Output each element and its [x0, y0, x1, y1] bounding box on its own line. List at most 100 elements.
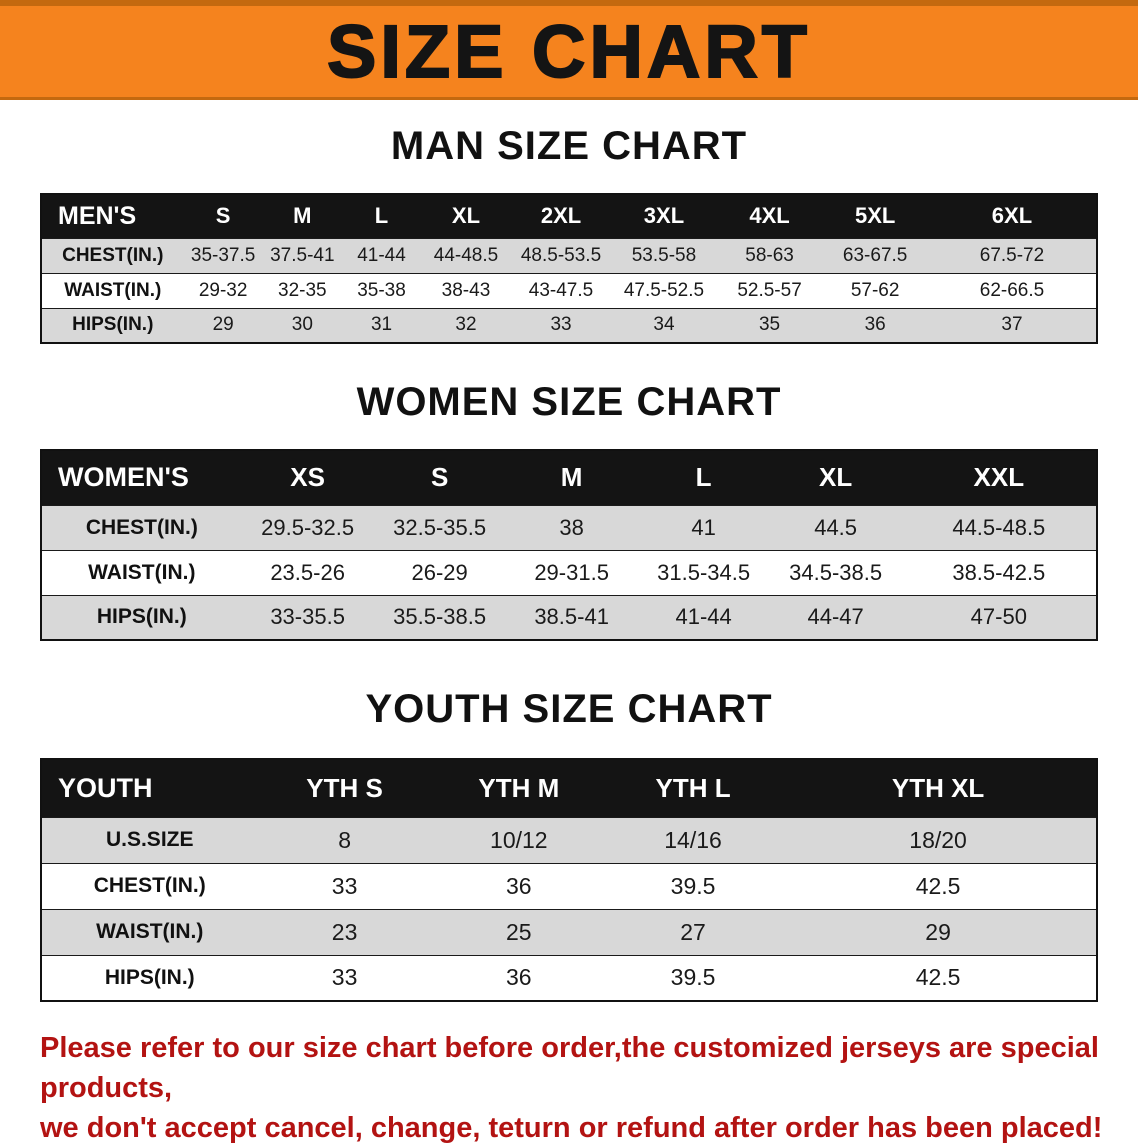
size-cell: 23: [331, 918, 358, 945]
row-label-waist: WAIST(IN.): [64, 279, 162, 301]
size-cell: 42.5: [915, 964, 961, 991]
youth-size-header-s: YTH S: [306, 772, 383, 803]
disclaimer: Please refer to our size chart before or…: [40, 1028, 1138, 1148]
men-size-header-s: S: [215, 203, 231, 229]
size-cell: 37: [1001, 314, 1023, 336]
women-row-waist: WAIST(IN.) 23.5-26 26-29 29-31.5 31.5-34…: [41, 550, 1097, 595]
women-size-header-xl: XL: [819, 462, 853, 493]
youth-row-ussize: U.S.SIZE 8 10/12 14/16 18/20: [41, 817, 1097, 863]
size-cell: 32: [455, 314, 477, 336]
size-cell: 34: [653, 314, 675, 336]
size-cell: 18/20: [909, 826, 967, 853]
size-cell: 29-32: [198, 279, 248, 301]
youth-row-waist: WAIST(IN.) 23 25 27 29: [41, 909, 1097, 955]
size-cell: 39.5: [670, 872, 716, 899]
row-label-ussize: U.S.SIZE: [105, 828, 194, 851]
size-cell: 32-35: [278, 279, 327, 301]
men-row-hips: HIPS(IN.) 29 30 31 32 33 34 35 36 37: [41, 308, 1097, 343]
size-cell: 29.5-32.5: [261, 514, 355, 540]
women-size-header-m: M: [560, 462, 583, 493]
size-cell: 39.5: [670, 964, 716, 991]
women-size-header-xs: XS: [290, 462, 325, 493]
women-size-table: WOMEN'S XS S M L XL XXL CHEST(IN.) 29.5-…: [40, 449, 1098, 641]
size-cell: 35-38: [357, 279, 406, 301]
size-cell: 41-44: [675, 604, 732, 630]
men-row-waist: WAIST(IN.) 29-32 32-35 35-38 38-43 43-47…: [41, 273, 1097, 308]
women-size-header-xxl: XXL: [973, 462, 1025, 493]
size-cell: 41: [691, 514, 716, 540]
size-cell: 33: [331, 964, 358, 991]
size-cell: 29: [212, 314, 234, 336]
women-size-header-l: L: [695, 462, 712, 493]
men-size-table: MEN'S S M L XL 2XL 3XL 4XL 5XL 6XL CHEST…: [40, 193, 1098, 344]
women-section: WOMEN SIZE CHART WOMEN'S XS S M L XL XXL…: [0, 380, 1138, 641]
women-header-row: WOMEN'S XS S M L XL XXL: [41, 450, 1097, 505]
size-cell: 36: [506, 872, 532, 899]
youth-heading: YOUTH SIZE CHART: [365, 687, 773, 731]
size-cell: 23.5-26: [270, 559, 345, 585]
youth-size-header-m: YTH M: [478, 772, 560, 803]
size-cell: 44-47: [807, 604, 864, 630]
size-cell: 48.5-53.5: [520, 244, 602, 266]
size-cell: 53.5-58: [631, 244, 697, 266]
size-cell: 27: [680, 918, 706, 945]
size-cell: 31.5-34.5: [657, 559, 751, 585]
size-cell: 38: [559, 514, 584, 540]
size-cell: 47-50: [970, 604, 1027, 630]
size-cell: 30: [291, 314, 313, 336]
size-cell: 57-62: [850, 279, 900, 301]
women-row-chest: CHEST(IN.) 29.5-32.5 32.5-35.5 38 41 44.…: [41, 505, 1097, 550]
size-cell: 67.5-72: [979, 244, 1045, 266]
row-label-hips: HIPS(IN.): [104, 965, 195, 989]
size-cell: 33: [331, 872, 358, 899]
youth-section: YOUTH SIZE CHART YOUTH YTH S YTH M YTH L…: [0, 687, 1138, 1002]
size-cell: 58-63: [745, 244, 794, 266]
women-row-hips: HIPS(IN.) 33-35.5 35.5-38.5 38.5-41 41-4…: [41, 595, 1097, 640]
size-cell: 44.5-48.5: [952, 514, 1046, 540]
youth-table-title: YOUTH: [58, 772, 153, 803]
youth-row-hips: HIPS(IN.) 33 36 39.5 42.5: [41, 955, 1097, 1001]
size-cell: 43-47.5: [528, 279, 594, 301]
men-size-header-5xl: 5XL: [854, 203, 896, 229]
size-cell: 52.5-57: [737, 279, 802, 301]
row-label-chest: CHEST(IN.): [93, 874, 206, 897]
women-table-title: WOMEN'S: [58, 462, 189, 493]
men-heading: MAN SIZE CHART: [390, 124, 748, 168]
page-title: SIZE CHART: [326, 9, 811, 93]
youth-row-chest: CHEST(IN.) 33 36 39.5 42.5: [41, 863, 1097, 909]
youth-size-table: YOUTH YTH S YTH M YTH L YTH XL U.S.SIZE …: [40, 758, 1098, 1002]
women-size-header-s: S: [430, 462, 449, 493]
size-cell: 36: [864, 314, 886, 336]
disclaimer-line-1: Please refer to our size chart before or…: [40, 1032, 1099, 1104]
youth-header-row: YOUTH YTH S YTH M YTH L YTH XL: [41, 759, 1097, 817]
size-cell: 35.5-38.5: [393, 604, 487, 630]
youth-size-header-xl: YTH XL: [891, 772, 985, 803]
size-cell: 37.5-41: [270, 244, 335, 266]
size-cell: 10/12: [490, 826, 548, 853]
row-label-hips: HIPS(IN.): [96, 605, 187, 629]
size-cell: 44-48.5: [433, 244, 499, 266]
row-label-chest: CHEST(IN.): [62, 244, 164, 266]
row-label-waist: WAIST(IN.): [88, 560, 196, 584]
size-cell: 42.5: [915, 872, 961, 899]
size-cell: 47.5-52.5: [623, 279, 705, 301]
size-cell: 33: [550, 314, 572, 336]
size-cell: 36: [506, 964, 532, 991]
size-cell: 29-31.5: [534, 559, 609, 585]
banner: SIZE CHART: [0, 0, 1138, 100]
size-cell: 35-37.5: [190, 244, 256, 266]
women-heading: WOMEN SIZE CHART: [356, 380, 782, 424]
row-label-chest: CHEST(IN.): [85, 515, 198, 539]
size-cell: 31: [370, 314, 393, 336]
disclaimer-line-2: we don't accept cancel, change, teturn o…: [40, 1112, 1103, 1144]
size-cell: 38-43: [441, 279, 491, 301]
men-size-header-3xl: 3XL: [643, 203, 685, 229]
men-section: MAN SIZE CHART MEN'S S M L XL 2XL 3XL 4X…: [0, 124, 1138, 344]
size-cell: 38.5-41: [534, 604, 609, 630]
men-size-header-l: L: [374, 203, 389, 229]
size-cell: 8: [338, 826, 351, 853]
men-size-header-4xl: 4XL: [749, 203, 790, 229]
row-label-hips: HIPS(IN.): [72, 314, 154, 336]
size-cell: 34.5-38.5: [789, 559, 883, 585]
